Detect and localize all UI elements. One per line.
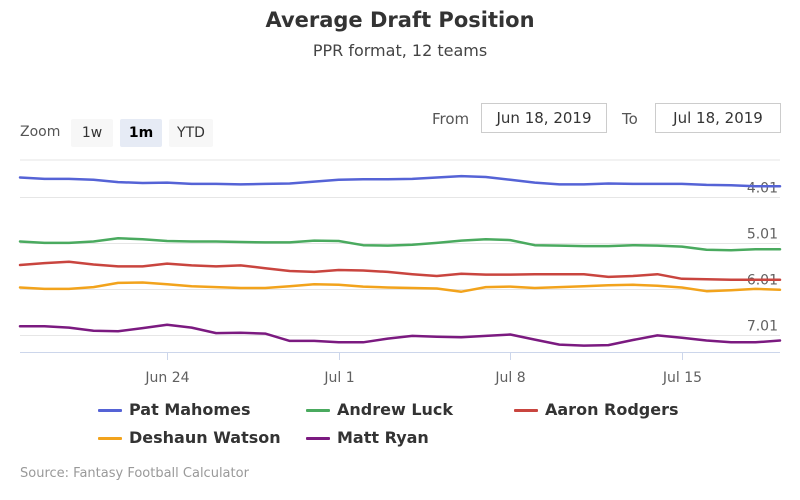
chart-title: Average Draft Position — [265, 8, 535, 32]
series-line-deshaun-watson[interactable] — [18, 281, 782, 293]
x-tick-label: Jul 15 — [662, 370, 702, 386]
zoom-1w-button[interactable]: 1w — [71, 119, 113, 147]
range-from-input[interactable]: Jun 18, 2019 — [481, 103, 607, 133]
y-tick-label: 5.01 — [747, 227, 778, 243]
legend-label: Andrew Luck — [337, 400, 454, 419]
legend-label: Aaron Rodgers — [545, 400, 679, 419]
y-tick-label: 7.01 — [747, 319, 778, 335]
legend-swatch — [98, 409, 122, 412]
x-tick-label: Jul 1 — [323, 370, 354, 386]
legend-label: Pat Mahomes — [129, 400, 251, 419]
x-tick-label: Jun 24 — [144, 370, 189, 386]
legend-swatch — [514, 409, 538, 412]
series-line-andrew-luck[interactable] — [18, 237, 782, 252]
series-layer — [18, 174, 782, 347]
range-from-label: From — [432, 110, 470, 128]
legend-swatch — [98, 437, 122, 440]
series-line-pat-mahomes[interactable] — [18, 174, 782, 188]
y-tick-label: 4.01 — [747, 181, 778, 197]
x-axis: Jun 24 Jul 1 Jul 8 Jul 15 — [20, 352, 780, 386]
zoom-label: Zoom — [20, 124, 61, 140]
legend-swatch — [306, 409, 330, 412]
chart-source: Source: Fantasy Football Calculator — [20, 466, 249, 481]
legend-swatch — [306, 437, 330, 440]
zoom-ytd-button[interactable]: YTD — [169, 119, 213, 147]
chart-subtitle: PPR format, 12 teams — [312, 41, 488, 60]
legend-label: Deshaun Watson — [129, 428, 281, 447]
range-to-label: To — [622, 110, 638, 128]
x-tick-label: Jul 8 — [494, 370, 525, 386]
y-axis: 4.015.016.017.01 — [747, 181, 778, 335]
zoom-1m-button[interactable]: 1m — [120, 119, 162, 147]
range-to-input[interactable]: Jul 18, 2019 — [655, 103, 781, 133]
series-line-aaron-rodgers[interactable] — [18, 260, 782, 281]
legend-label: Matt Ryan — [337, 428, 429, 447]
grid-layer — [20, 159, 780, 336]
series-line-matt-ryan[interactable] — [18, 323, 782, 347]
